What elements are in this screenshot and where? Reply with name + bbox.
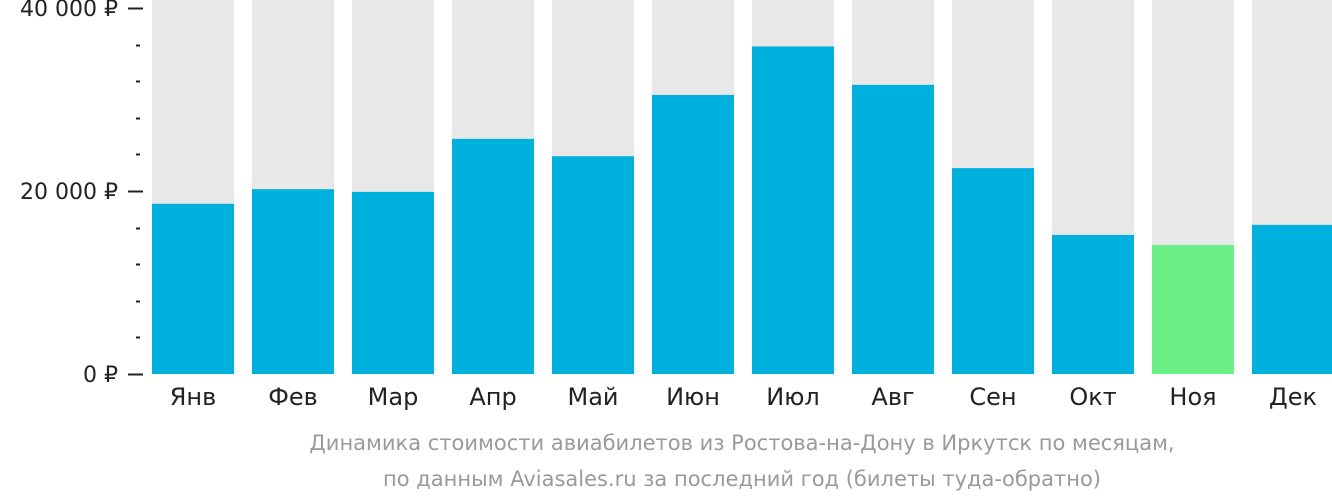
bar-4[interactable] <box>452 138 534 374</box>
chart-caption-line-1: Динамика стоимости авиабилетов из Ростов… <box>309 431 1175 455</box>
bar-10[interactable] <box>1052 234 1134 374</box>
chart-caption-line-2: по данным Aviasales.ru за последний год … <box>383 467 1101 491</box>
x-tick-label-10: Окт <box>1069 383 1116 411</box>
x-tick-label-7: Июл <box>766 383 820 411</box>
bar-7[interactable] <box>752 46 834 375</box>
bar-3[interactable] <box>352 191 434 374</box>
bar-2[interactable] <box>252 189 334 374</box>
x-tick-label-4: Апр <box>469 383 516 411</box>
x-tick-label-6: Июн <box>666 383 720 411</box>
bar-5[interactable] <box>552 156 634 374</box>
bar-12[interactable] <box>1252 224 1332 374</box>
bar-8[interactable] <box>852 84 934 375</box>
bar-6[interactable] <box>652 94 734 375</box>
y-tick-label-2: 20 000 ₽ <box>20 180 118 205</box>
x-tick-label-11: Ноя <box>1169 383 1216 411</box>
x-tick-label-2: Фев <box>268 383 318 411</box>
x-tick-label-3: Мар <box>368 383 419 411</box>
y-tick-label-1: 0 ₽ <box>83 363 118 388</box>
x-tick-label-5: Май <box>567 383 618 411</box>
bar-11[interactable] <box>1152 244 1234 374</box>
x-tick-label-12: Дек <box>1269 383 1317 411</box>
x-tick-label-8: Авг <box>871 383 914 411</box>
x-tick-label-9: Сен <box>969 383 1016 411</box>
y-tick-label-3: 40 000 ₽ <box>20 0 118 22</box>
bar-9[interactable] <box>952 168 1034 374</box>
bar-1[interactable] <box>152 203 234 374</box>
x-tick-label-1: Янв <box>170 383 217 411</box>
